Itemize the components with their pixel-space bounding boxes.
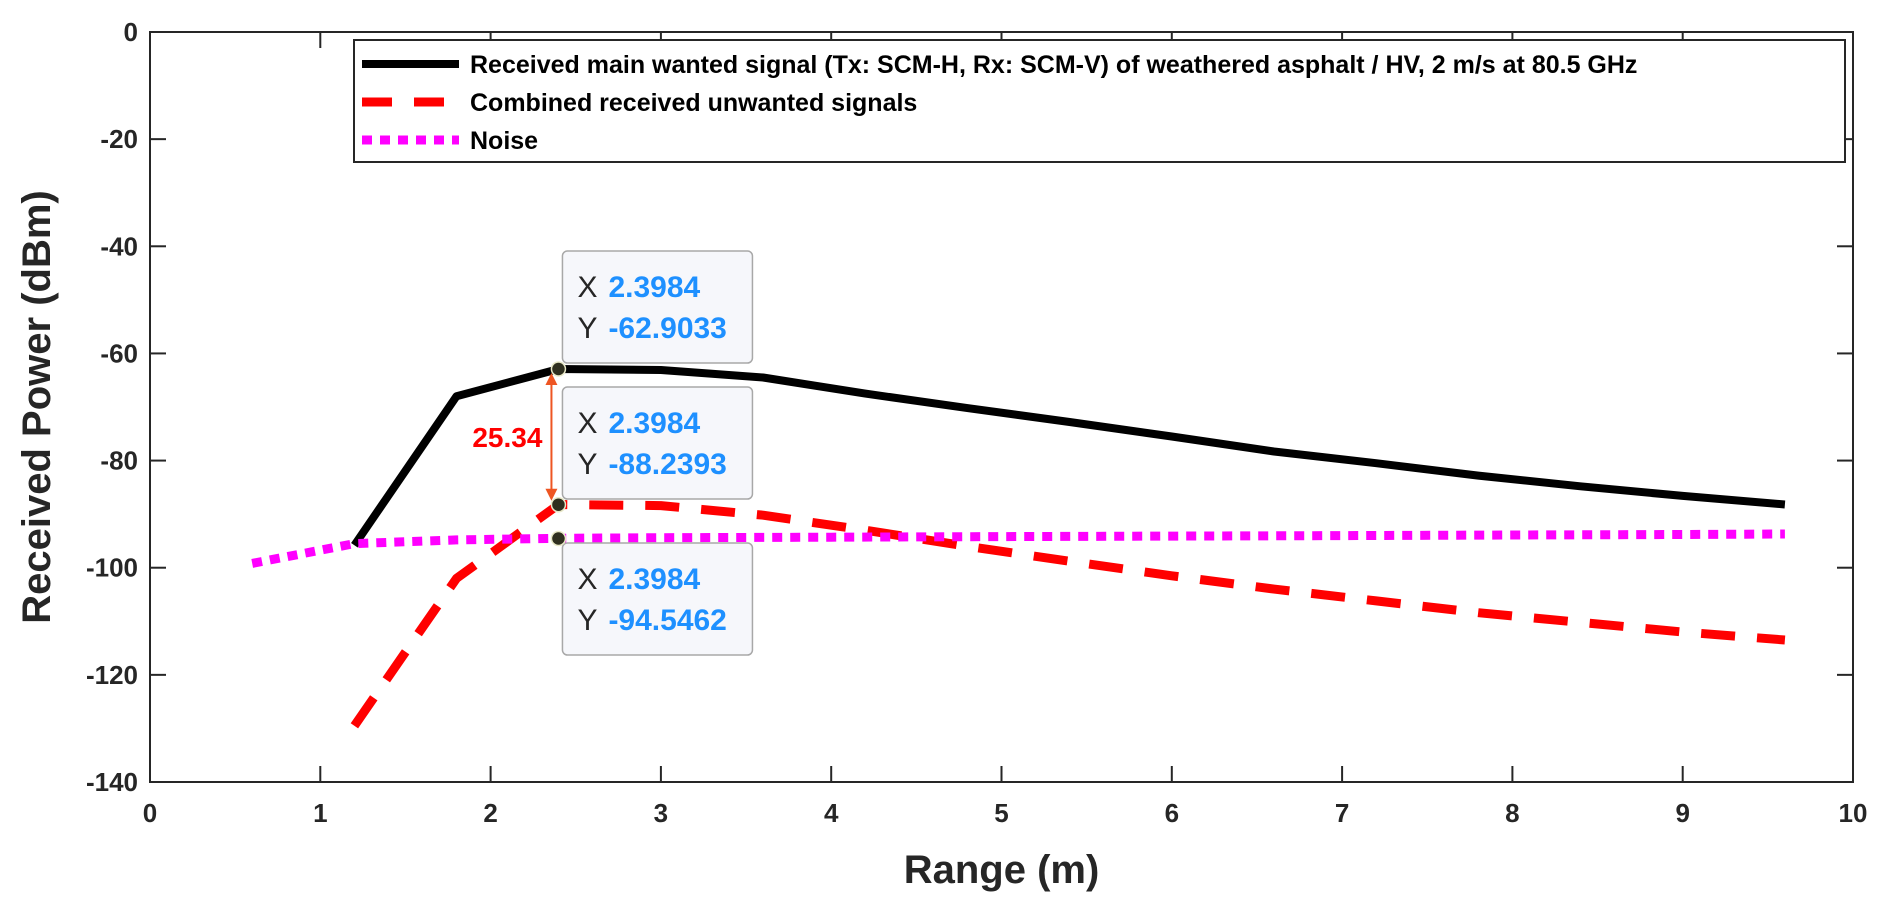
datatip-y-value: -94.5462 (608, 604, 726, 637)
datatip-box (561, 542, 754, 656)
x-tick-label: 0 (143, 798, 157, 828)
y-tick-label: -40 (100, 231, 138, 261)
series-line-1 (350, 500, 1786, 729)
datatip-x-key: X (577, 271, 597, 304)
y-tick-label: -120 (86, 660, 138, 690)
x-tick-label: 5 (994, 798, 1008, 828)
datatip-x-key: X (577, 407, 597, 440)
datatip-2[interactable]: X 2.3984 Y -94.5462 (550, 530, 754, 656)
legend-label-0: Received main wanted signal (Tx: SCM-H, … (470, 51, 1637, 79)
y-tick-label: -100 (86, 553, 138, 583)
datatip-0[interactable]: X 2.3984 Y -62.9033 (550, 250, 754, 377)
datatip-y-key: Y (577, 312, 597, 345)
x-tick-label: 3 (654, 798, 668, 828)
datatip-y-key: Y (577, 448, 597, 481)
y-tick-label: -60 (100, 338, 138, 368)
datatip-x-value: 2.3984 (608, 407, 700, 440)
y-tick-label: -20 (100, 124, 138, 154)
datatip-marker[interactable] (550, 496, 567, 513)
x-tick-label: 6 (1165, 798, 1179, 828)
datatip-x-key: X (577, 563, 597, 596)
y-tick-label: 0 (124, 17, 138, 47)
x-tick-label: 9 (1675, 798, 1689, 828)
difference-label: 25.34 (472, 422, 542, 453)
y-tick-label: -80 (100, 446, 138, 476)
datatip-x-value: 2.3984 (608, 563, 700, 596)
series-line-2 (251, 529, 1785, 568)
x-tick-label: 1 (313, 798, 327, 828)
datatip-marker[interactable] (550, 530, 567, 547)
legend: Received main wanted signal (Tx: SCM-H, … (353, 39, 1846, 163)
arrow-head-down (545, 488, 558, 501)
datatip-y-value: -88.2393 (608, 448, 726, 481)
datatip-y-value: -62.9033 (608, 312, 726, 345)
annotation-layer: 25.34 (472, 372, 558, 501)
datatip-box (561, 386, 754, 500)
datatip-box (561, 250, 754, 364)
x-tick-label: 2 (483, 798, 497, 828)
legend-label-2: Noise (470, 127, 538, 155)
x-tick-label: 4 (824, 798, 839, 828)
series-line-0 (351, 365, 1786, 548)
legend-label-1: Combined received unwanted signals (470, 89, 917, 117)
x-tick-label: 8 (1505, 798, 1519, 828)
x-tick-label: 10 (1839, 798, 1868, 828)
y-tick-label: -140 (86, 767, 138, 797)
datatip-x-value: 2.3984 (608, 271, 700, 304)
arrow-head-up (545, 372, 558, 385)
x-axis-title: Range (m) (904, 848, 1100, 892)
series-layer (251, 365, 1786, 729)
axis-ticks: 0 1 2 3 4 5 6 7 8 9 10 0 -20 -40 -60 -80 -100 -120 -140 (86, 17, 1868, 828)
datatip-marker[interactable] (550, 361, 567, 377)
x-tick-label: 7 (1335, 798, 1349, 828)
datatip-layer: X 2.3984 Y -62.9033 X 2.3984 Y -88.2393 X 2.3984 Y… (550, 250, 754, 656)
legend-box (353, 39, 1846, 163)
y-axis-title: Received Power (dBm) (15, 190, 59, 623)
datatip-y-key: Y (577, 604, 597, 637)
datatip-1[interactable]: X 2.3984 Y -88.2393 (550, 386, 754, 513)
